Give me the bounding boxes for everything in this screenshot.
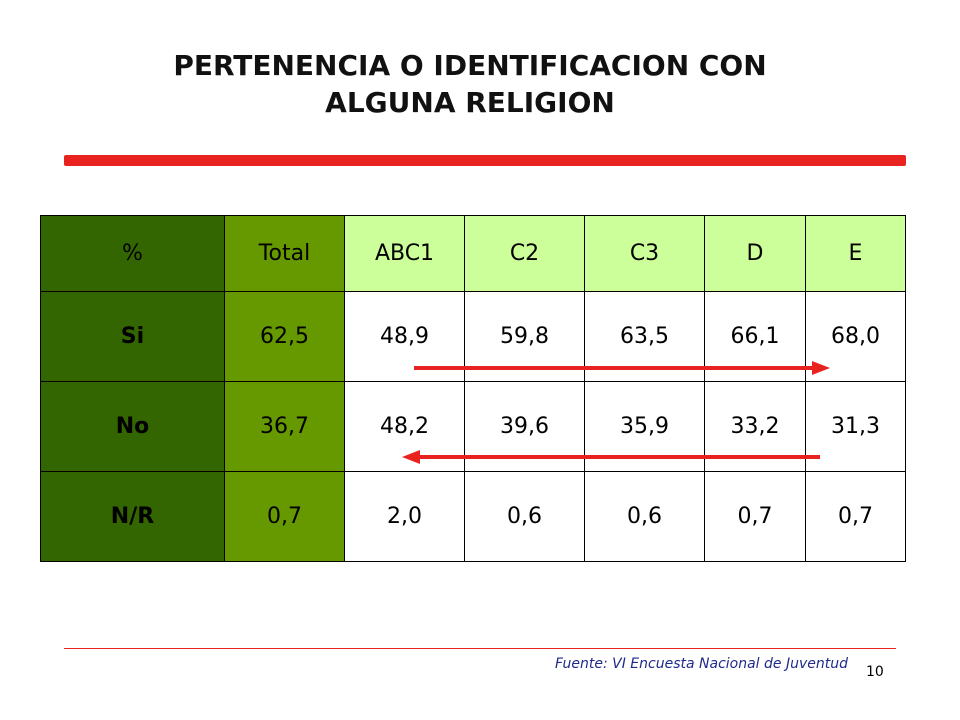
row-label-si: Si [40, 291, 225, 382]
row-label-nr: N/R [40, 471, 225, 562]
header-abc1: ABC1 [344, 215, 465, 292]
title-line-2: ALGUNA RELIGION [325, 86, 615, 119]
header-d: D [704, 215, 806, 292]
title-underline-bar [64, 155, 906, 166]
table-row-no: No 36,7 48,2 39,6 35,9 33,2 31,3 [40, 381, 906, 472]
cell-si-abc1: 48,9 [344, 291, 465, 382]
row-label-no: No [40, 381, 225, 472]
cell-nr-c2: 0,6 [464, 471, 585, 562]
cell-no-c3: 35,9 [584, 381, 705, 472]
cell-si-e: 68,0 [805, 291, 906, 382]
cell-no-abc1: 48,2 [344, 381, 465, 472]
source-note: Fuente: VI Encuesta Nacional de Juventud [555, 656, 848, 672]
cell-nr-total: 0,7 [224, 471, 345, 562]
cell-no-e: 31,3 [805, 381, 906, 472]
cell-si-d: 66,1 [704, 291, 806, 382]
header-c3: C3 [584, 215, 705, 292]
header-total: Total [224, 215, 345, 292]
cell-nr-c3: 0,6 [584, 471, 705, 562]
header-e: E [805, 215, 906, 292]
table-row-nr: N/R 0,7 2,0 0,6 0,6 0,7 0,7 [40, 471, 906, 562]
page-title: PERTENENCIA O IDENTIFICACION CON ALGUNA … [60, 47, 880, 121]
header-c2: C2 [464, 215, 585, 292]
footer-divider [64, 648, 896, 649]
header-percent: % [40, 215, 225, 292]
header-row: % Total ABC1 C2 C3 D E [40, 215, 906, 292]
cell-si-c2: 59,8 [464, 291, 585, 382]
cell-no-d: 33,2 [704, 381, 806, 472]
title-line-1: PERTENENCIA O IDENTIFICACION CON [173, 49, 767, 82]
cell-nr-d: 0,7 [704, 471, 806, 562]
cell-si-c3: 63,5 [584, 291, 705, 382]
cell-no-total: 36,7 [224, 381, 345, 472]
cell-nr-e: 0,7 [805, 471, 906, 562]
table-row-si: Si 62,5 48,9 59,8 63,5 66,1 68,0 [40, 291, 906, 382]
cell-nr-abc1: 2,0 [344, 471, 465, 562]
cell-si-total: 62,5 [224, 291, 345, 382]
page-number: 10 [866, 664, 884, 680]
cell-no-c2: 39,6 [464, 381, 585, 472]
religion-table: % Total ABC1 C2 C3 D E Si 62,5 48,9 59,8… [40, 215, 906, 562]
